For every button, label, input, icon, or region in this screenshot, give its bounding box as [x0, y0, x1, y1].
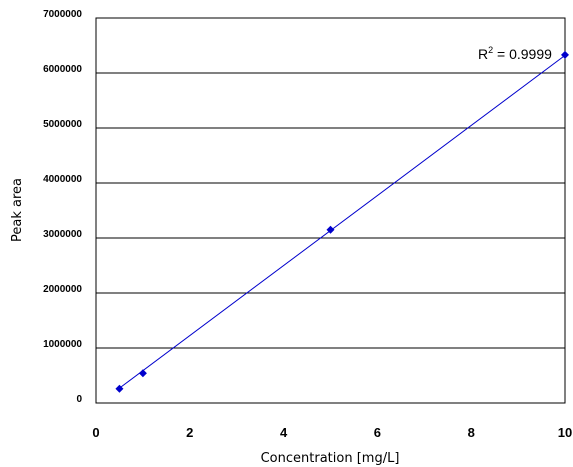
y-tick-labels: 0 1000000 2000000 3000000 4000000 5000000 6000…: [43, 9, 82, 405]
y-tick-label: 4000000: [43, 174, 82, 185]
y-tick-label: 1000000: [43, 339, 82, 350]
x-tick-label: 4: [280, 425, 288, 440]
y-tick-label: 6000000: [43, 64, 82, 75]
y-tick-label: 7000000: [43, 9, 82, 20]
x-tick-label: 10: [558, 425, 572, 440]
r-squared-value: = 0.9999: [493, 46, 552, 62]
y-tick-label: 3000000: [43, 229, 82, 240]
x-tick-label: 6: [374, 425, 381, 440]
r-squared-prefix: R: [478, 46, 488, 62]
y-tick-label: 2000000: [43, 284, 82, 295]
trendline: [119, 55, 565, 388]
y-tick-label: 5000000: [43, 119, 82, 130]
x-tick-labels: 0 2 4 6 8 10: [92, 425, 572, 440]
x-tick-label: 0: [92, 425, 99, 440]
grid-lines: [96, 73, 565, 348]
y-tick-label: 0: [76, 394, 82, 405]
x-tick-label: 2: [186, 425, 193, 440]
data-point: [139, 369, 147, 377]
y-axis-label: Peak area: [10, 178, 25, 242]
r-squared-annotation: R2 = 0.9999: [478, 45, 552, 62]
x-tick-label: 8: [468, 425, 475, 440]
plot-area-frame: [96, 18, 565, 403]
x-axis-label: Concentration [mg/L]: [261, 451, 400, 466]
